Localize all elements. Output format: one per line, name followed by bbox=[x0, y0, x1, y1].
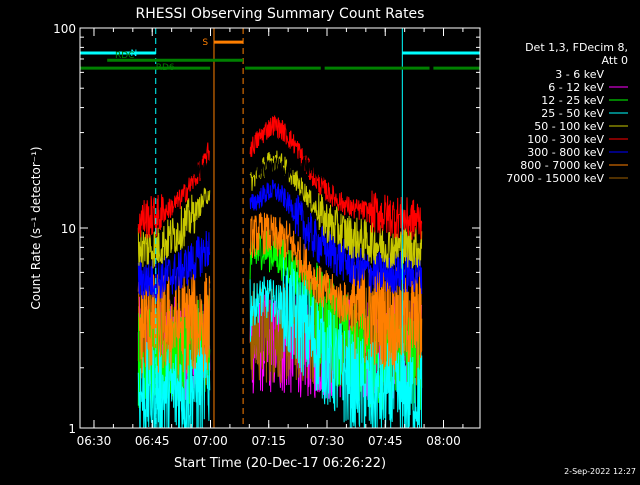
x-tick-label-3: 07:15 bbox=[251, 434, 286, 448]
y-tick-label-1: 10 bbox=[61, 222, 76, 236]
series-line-3-6keV bbox=[137, 156, 211, 179]
y-axis-label: Count Rate (s⁻¹ detector⁻¹) bbox=[29, 146, 43, 309]
series-line-25-50keV bbox=[249, 257, 423, 428]
x-tick-label-1: 06:45 bbox=[135, 434, 170, 448]
series-line-3-6keV bbox=[249, 156, 423, 184]
series-line-300-800keV bbox=[137, 230, 211, 302]
legend-label-7: 800 - 7000 keV bbox=[520, 159, 604, 172]
legend-label-4: 50 - 100 keV bbox=[534, 120, 604, 133]
flag-label-S: S bbox=[202, 38, 208, 48]
series-line-800-7000keV bbox=[249, 211, 423, 370]
x-axis-label: Start Time (20-Dec-17 06:26:22) bbox=[174, 456, 386, 471]
legend-label-5: 100 - 300 keV bbox=[527, 133, 604, 146]
series-line-25-50keV bbox=[137, 331, 211, 428]
legend-label-8: 7000 - 15000 keV bbox=[506, 172, 604, 185]
axis-ticks: 06:30 06:45 07:00 07:15 07:30 07:45 08:00 1 10 10… bbox=[53, 22, 480, 448]
series-line-50-100keV bbox=[137, 187, 211, 269]
x-tick-label-2: 07:00 bbox=[193, 434, 228, 448]
y-tick-label-0: 1 bbox=[68, 422, 76, 436]
series-group bbox=[137, 115, 423, 428]
legend-header-line-1: Det 1,3, FDecim 8, bbox=[525, 41, 628, 54]
series-line-100-300keV bbox=[249, 115, 423, 240]
legend-label-6: 300 - 800 keV bbox=[527, 146, 604, 159]
y-tick-label-2: 100 bbox=[53, 22, 76, 36]
flag-label-RDC: RDC bbox=[115, 51, 134, 61]
legend-label-1: 6 - 12 keV bbox=[548, 81, 604, 94]
legend-label-2: 12 - 25 keV bbox=[541, 94, 604, 107]
legend-label-3: 25 - 50 keV bbox=[541, 107, 604, 120]
series-line-800-7000keV bbox=[137, 270, 211, 375]
x-tick-label-5: 07:45 bbox=[368, 434, 403, 448]
legend-label-0: 3 - 6 keV bbox=[555, 68, 604, 81]
x-tick-label-6: 08:00 bbox=[426, 434, 461, 448]
chart-title: RHESSI Observing Summary Count Rates bbox=[136, 6, 425, 22]
flag-label-RD6: RD6 bbox=[156, 63, 175, 73]
series-line-300-800keV bbox=[249, 179, 423, 295]
flag-bars: N S RDC RD6 bbox=[80, 38, 480, 73]
x-tick-label-0: 06:30 bbox=[77, 434, 112, 448]
flag-label-N: N bbox=[130, 49, 137, 59]
x-tick-label-4: 07:30 bbox=[310, 434, 345, 448]
legend-header-line-2: Att 0 bbox=[602, 54, 628, 67]
footer-timestamp: 2-Sep-2022 12:27 bbox=[564, 467, 636, 476]
